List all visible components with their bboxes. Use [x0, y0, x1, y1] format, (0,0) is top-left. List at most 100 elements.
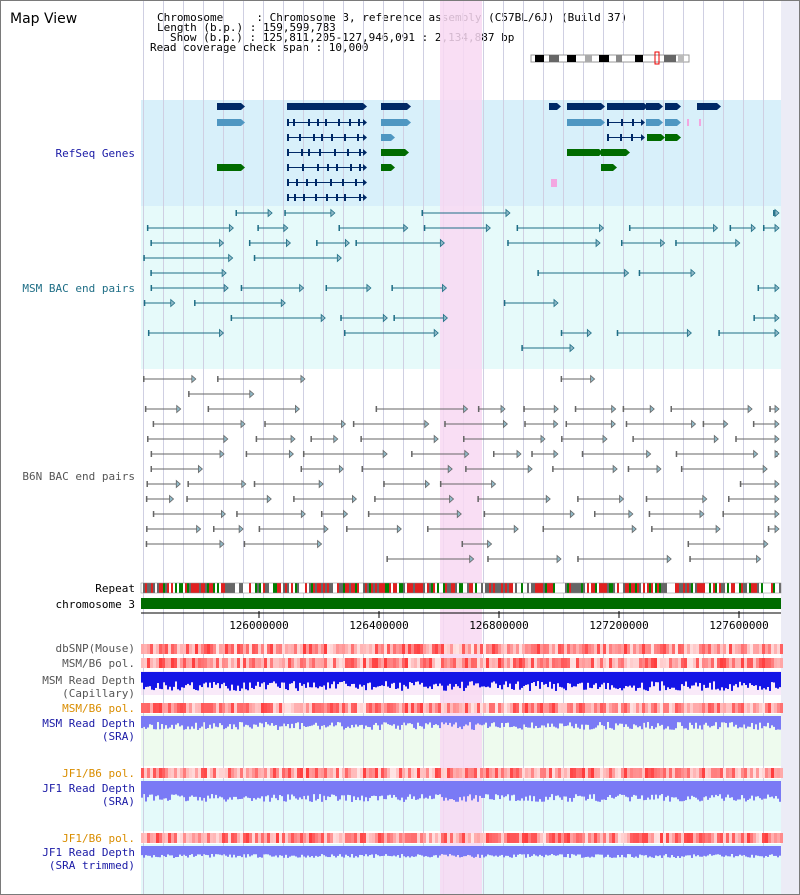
depth-bar [703, 672, 705, 685]
gene-arrow [601, 103, 605, 110]
repeat-segment [269, 583, 271, 593]
depth-bar [727, 716, 729, 728]
heat-cell [357, 768, 360, 778]
depth-bar [233, 781, 235, 797]
depth-bar [205, 781, 207, 802]
heat-cell [198, 833, 201, 843]
heat-cell [348, 658, 351, 668]
bac-end-arrow [505, 208, 511, 218]
heat-cell [717, 658, 720, 668]
repeat-segment [207, 583, 209, 593]
repeat-segment [253, 583, 255, 593]
depth-bar [569, 716, 571, 723]
heat-cell [141, 833, 144, 843]
heat-cell [396, 644, 399, 654]
heat-cell [408, 658, 411, 668]
heat-cell [435, 768, 438, 778]
bac-end [752, 421, 755, 427]
repeat-segment [405, 583, 407, 593]
heat-cell [408, 833, 411, 843]
heat-cell [300, 658, 303, 668]
depth-bar [429, 672, 431, 687]
depth-bar [377, 846, 379, 856]
heat-cell [627, 768, 630, 778]
depth-bar [771, 716, 773, 726]
heat-cell [366, 658, 369, 668]
depth-bar [503, 781, 505, 798]
heat-cell [147, 833, 150, 843]
depth-bar [705, 672, 707, 688]
depth-bar [759, 846, 761, 857]
depth-bar [493, 846, 495, 857]
depth-bar [335, 846, 337, 858]
chromosome-ideogram[interactable] [530, 51, 690, 65]
heat-cell [168, 768, 171, 778]
heat-cell [690, 703, 693, 713]
heat-cell [186, 703, 189, 713]
heat-cell [294, 658, 297, 668]
heat-cell [693, 644, 696, 654]
bac-end-arrow [197, 464, 203, 474]
depth-bar [753, 672, 755, 686]
repeat-segment [519, 583, 521, 593]
bac-end-arrow [602, 434, 608, 444]
heat-cell [513, 644, 516, 654]
heat-cell [573, 658, 576, 668]
depth-bar [223, 716, 225, 730]
gene-exon [349, 119, 351, 126]
bac-end [421, 210, 423, 216]
heat-cell [297, 644, 300, 654]
depth-bar [369, 672, 371, 683]
depth-bar [427, 716, 429, 725]
heat-cell [423, 658, 426, 668]
depth-bar [341, 672, 343, 682]
repeat-segment [345, 583, 347, 593]
heat-cell [177, 658, 180, 668]
bac-end [739, 481, 742, 487]
depth-bar [273, 846, 275, 857]
bac-end [638, 270, 641, 276]
heat-cell [483, 833, 486, 843]
depth-bar [173, 846, 175, 858]
repeat-segment [283, 583, 285, 593]
depth-bar [459, 846, 461, 858]
heat-cell [243, 644, 246, 654]
heat-cell [609, 658, 612, 668]
depth-bar [733, 672, 735, 686]
heat-cell [597, 644, 600, 654]
heat-cell [768, 658, 771, 668]
heat-cell [231, 833, 234, 843]
bac-end [316, 240, 318, 246]
repeat-segment [559, 583, 561, 593]
heat-cell [360, 644, 363, 654]
depth-bar [439, 846, 441, 856]
depth-bar [355, 846, 357, 857]
repeat-segment [167, 583, 169, 593]
depth-bar [573, 846, 575, 855]
bac-end-arrow [723, 419, 729, 429]
depth-bar [681, 846, 683, 857]
heat-cell [492, 703, 495, 713]
heat-cell [348, 703, 351, 713]
repeat-segment [153, 583, 155, 593]
heat-cell [222, 658, 225, 668]
depth-bar [243, 716, 245, 727]
gene-exon [317, 119, 319, 126]
depth-bar [773, 781, 775, 799]
depth-bar [743, 672, 745, 684]
bac-end [253, 255, 256, 261]
heat-cell [732, 768, 735, 778]
depth-bar [333, 672, 335, 682]
depth-bar [763, 781, 765, 799]
depth-bar [671, 672, 673, 688]
gene-exon [338, 119, 340, 126]
heat-cell [177, 703, 180, 713]
heat-cell [753, 703, 756, 713]
heat-cell [333, 703, 336, 713]
depth-bar [711, 716, 713, 727]
heat-cell [279, 658, 282, 668]
depth-bar [209, 672, 211, 683]
depth-bar [449, 672, 451, 684]
depth-bar [179, 716, 181, 727]
